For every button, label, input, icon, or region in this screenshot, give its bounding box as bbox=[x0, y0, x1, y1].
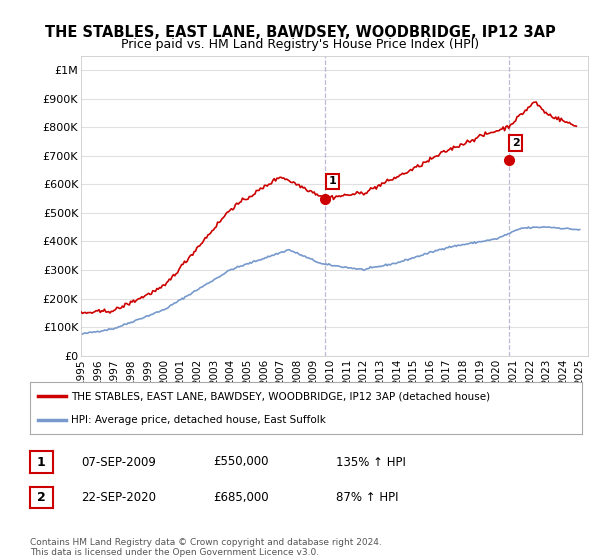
Text: Price paid vs. HM Land Registry's House Price Index (HPI): Price paid vs. HM Land Registry's House … bbox=[121, 38, 479, 51]
Text: 1: 1 bbox=[37, 455, 46, 469]
Text: HPI: Average price, detached house, East Suffolk: HPI: Average price, detached house, East… bbox=[71, 415, 326, 425]
Text: THE STABLES, EAST LANE, BAWDSEY, WOODBRIDGE, IP12 3AP (detached house): THE STABLES, EAST LANE, BAWDSEY, WOODBRI… bbox=[71, 391, 491, 402]
Text: Contains HM Land Registry data © Crown copyright and database right 2024.
This d: Contains HM Land Registry data © Crown c… bbox=[30, 538, 382, 557]
Text: 2: 2 bbox=[37, 491, 46, 504]
Text: 1: 1 bbox=[329, 176, 336, 186]
Text: £685,000: £685,000 bbox=[213, 491, 269, 504]
Text: 22-SEP-2020: 22-SEP-2020 bbox=[81, 491, 156, 504]
Text: THE STABLES, EAST LANE, BAWDSEY, WOODBRIDGE, IP12 3AP: THE STABLES, EAST LANE, BAWDSEY, WOODBRI… bbox=[44, 25, 556, 40]
Text: 2: 2 bbox=[512, 138, 520, 148]
Text: 135% ↑ HPI: 135% ↑ HPI bbox=[336, 455, 406, 469]
Text: £550,000: £550,000 bbox=[213, 455, 269, 469]
Text: 87% ↑ HPI: 87% ↑ HPI bbox=[336, 491, 398, 504]
Text: 07-SEP-2009: 07-SEP-2009 bbox=[81, 455, 156, 469]
